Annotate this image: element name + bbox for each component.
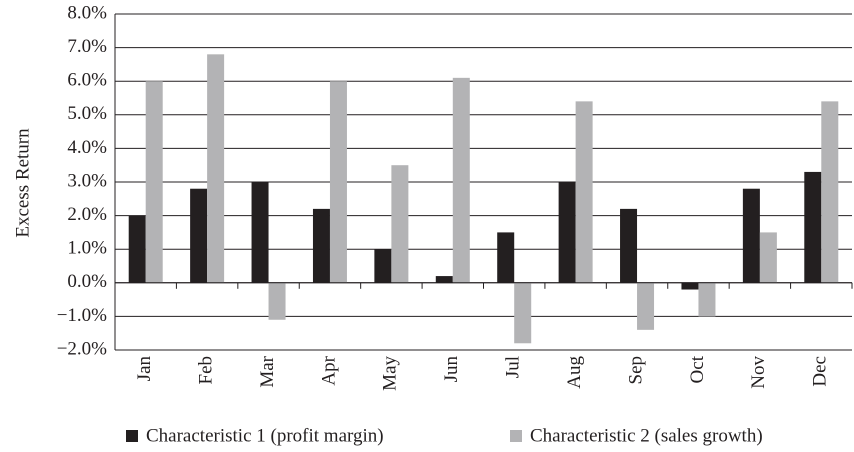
y-tick-label: 5.0% — [67, 103, 107, 124]
bar — [329, 81, 347, 283]
bar — [374, 249, 392, 283]
x-tick-label: Oct — [687, 355, 708, 383]
legend-swatch — [126, 430, 138, 442]
y-tick-label: 2.0% — [67, 204, 107, 225]
bar — [497, 232, 515, 283]
x-tick-label: Sep — [625, 356, 646, 385]
bar — [190, 188, 208, 283]
y-tick-label: 1.0% — [67, 238, 107, 259]
bar — [742, 188, 760, 283]
legend-label: Characteristic 1 (profit margin) — [146, 425, 384, 446]
x-tick-label: Apr — [318, 355, 339, 385]
bar — [637, 282, 655, 330]
y-tick-label: 6.0% — [67, 70, 107, 91]
y-axis-label: Excess Return — [12, 128, 33, 238]
bar — [145, 81, 163, 283]
y-tick-label: 4.0% — [67, 137, 107, 158]
bar — [207, 54, 225, 283]
x-tick-label: Mar — [257, 355, 278, 387]
bar — [268, 282, 286, 320]
bar — [312, 208, 330, 283]
bar — [620, 208, 638, 283]
bar — [681, 282, 699, 290]
bar — [759, 232, 777, 283]
x-tick-label: Aug — [564, 356, 585, 389]
y-tick-label: 8.0% — [67, 2, 107, 23]
y-tick-label: −2.0% — [57, 338, 107, 359]
y-tick-label: 3.0% — [67, 170, 107, 191]
x-tick-label: May — [380, 356, 401, 391]
y-tick-label: −1.0% — [57, 305, 107, 326]
bar — [821, 101, 839, 283]
legend-label: Characteristic 2 (sales growth) — [530, 425, 763, 446]
x-tick-label: Feb — [195, 356, 216, 385]
bar — [391, 165, 409, 283]
bar — [575, 101, 593, 283]
bar — [804, 171, 822, 283]
legend-swatch — [510, 430, 522, 442]
bar — [435, 276, 453, 283]
x-tick-label: Nov — [748, 356, 769, 389]
x-tick-label: Jul — [503, 356, 524, 378]
x-tick-label: Dec — [810, 356, 831, 387]
bar — [558, 182, 576, 283]
x-tick-label: Jan — [134, 356, 155, 382]
y-tick-label: 0.0% — [67, 271, 107, 292]
y-tick-label: 7.0% — [67, 36, 107, 57]
bar — [698, 282, 716, 317]
x-tick-label: Jun — [441, 356, 462, 383]
bar — [452, 77, 470, 283]
bar — [514, 282, 532, 344]
bar — [251, 182, 269, 283]
bar — [128, 215, 146, 283]
